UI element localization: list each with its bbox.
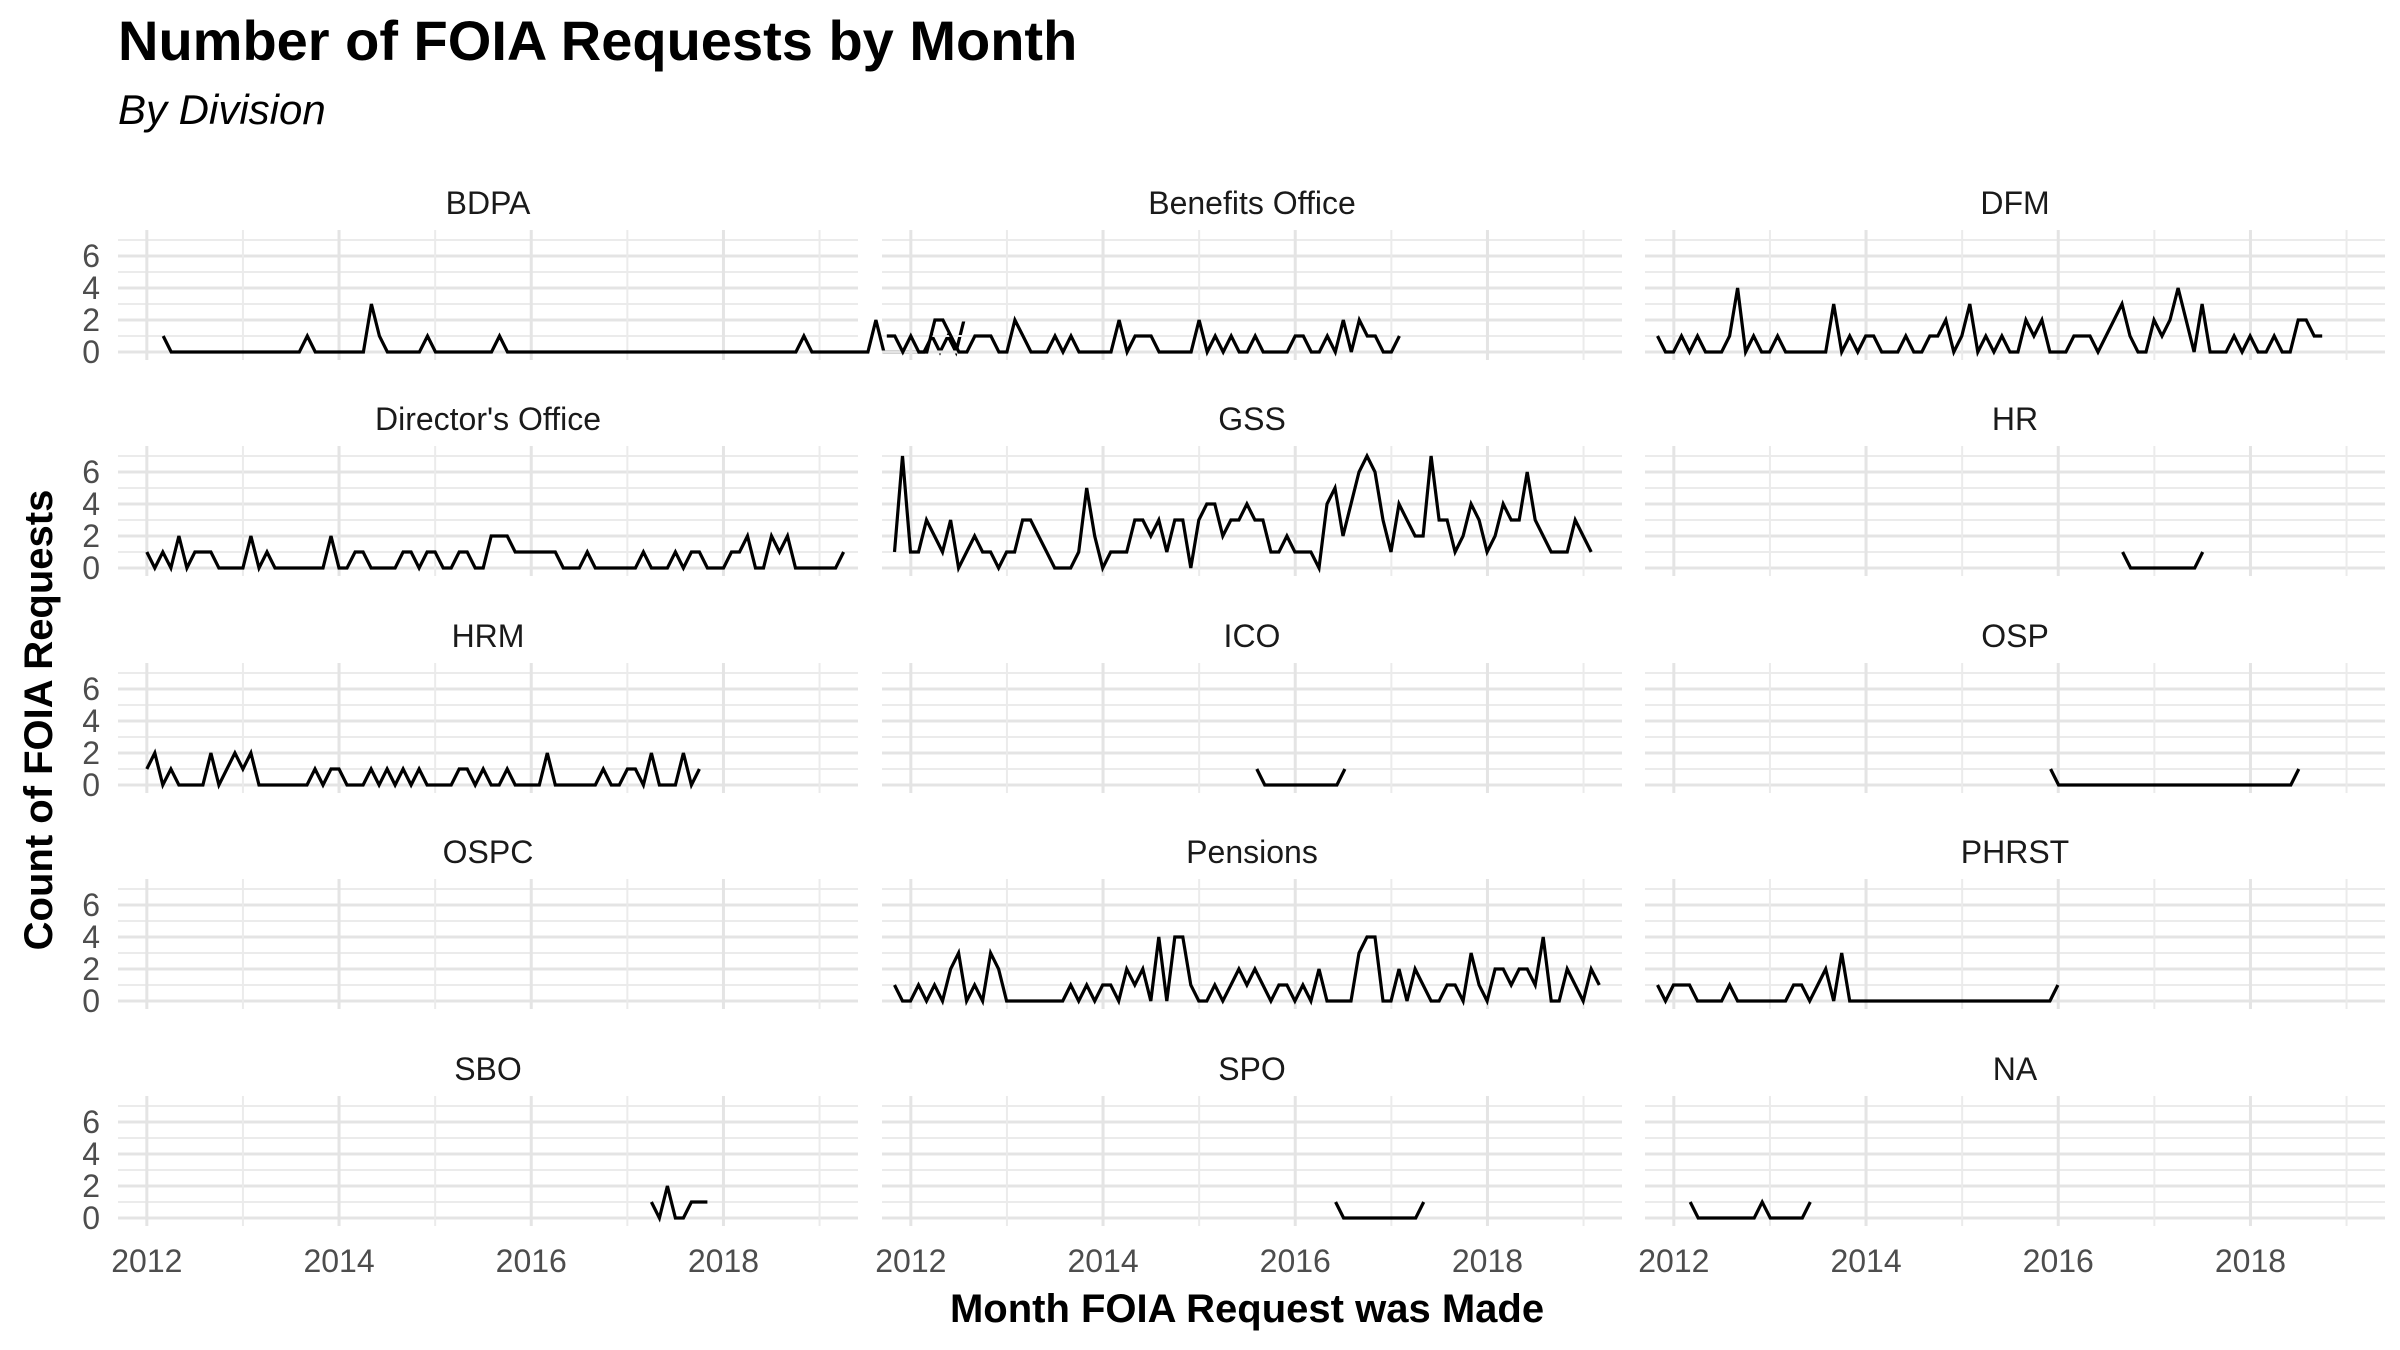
series-line-na — [1688, 1198, 1812, 1220]
y-tick-label: 2 — [82, 735, 100, 771]
x-axis-title: Month FOIA Request was Made — [950, 1287, 1544, 1331]
facet-gss: GSS — [882, 401, 1622, 576]
facet-dfm: DFM — [1645, 185, 2385, 360]
facet-strip-label: Benefits Office — [1148, 185, 1356, 221]
y-tick-label: 0 — [82, 983, 100, 1019]
y-tick-label: 0 — [82, 1200, 100, 1236]
series-line-ico — [1255, 768, 1347, 787]
facet-spo: SPO 2012 2014 2016 2018 — [875, 1051, 1622, 1279]
x-tick-label: 2012 — [111, 1243, 182, 1279]
facet-benefits-office: Benefits Office — [882, 185, 1622, 360]
facet-strip-label: HRM — [452, 618, 525, 654]
chart-title: Number of FOIA Requests by Month — [118, 9, 1078, 72]
x-tick-label: 2016 — [2023, 1243, 2094, 1279]
y-tick-label: 2 — [82, 951, 100, 987]
facet-strip-label: HR — [1992, 401, 2038, 437]
y-tick-label: 0 — [82, 550, 100, 586]
x-tick-label: 2018 — [1452, 1243, 1523, 1279]
y-tick-label: 2 — [82, 1168, 100, 1204]
y-tick-label: 0 — [82, 767, 100, 803]
x-tick-label: 2012 — [1638, 1243, 1709, 1279]
series-line-benefits-office — [886, 315, 1401, 357]
facet-strip-label: PHRST — [1961, 834, 2069, 870]
facet-strip-label: SBO — [454, 1051, 522, 1087]
y-tick-label: 6 — [82, 454, 100, 490]
facet-strip-label: DFM — [1980, 185, 2049, 221]
x-tick-label: 2014 — [1067, 1243, 1138, 1279]
series-line-pensions — [893, 935, 1601, 1007]
facet-phrst: PHRST — [1645, 834, 2385, 1009]
x-tick-label: 2014 — [303, 1243, 374, 1279]
facet-strip-label: GSS — [1218, 401, 1286, 437]
series-line-dfm — [1656, 287, 2323, 358]
facet-na: NA 2012 2014 2016 2018 — [1638, 1051, 2385, 1279]
facet-strip-label: Pensions — [1186, 834, 1318, 870]
x-tick-label: 2016 — [1260, 1243, 1331, 1279]
x-tick-label: 2014 — [1830, 1243, 1901, 1279]
y-tick-label: 6 — [82, 887, 100, 923]
facet-pensions: Pensions — [882, 834, 1622, 1009]
x-tick-label: 2012 — [875, 1243, 946, 1279]
facet-strip-label: Director's Office — [375, 401, 601, 437]
y-tick-label: 6 — [82, 671, 100, 707]
y-tick-label: 2 — [82, 302, 100, 338]
y-tick-label: 6 — [82, 238, 100, 274]
facet-osp: OSP — [1645, 618, 2385, 793]
facet-strip-label: OSPC — [443, 834, 534, 870]
facet-strip-label: OSP — [1981, 618, 2049, 654]
series-line-gss — [892, 452, 1593, 574]
facet-hr: HR — [1645, 401, 2385, 576]
series-line-hr — [2121, 551, 2205, 570]
series-line-hrm — [145, 748, 701, 790]
y-tick-label: 4 — [82, 486, 100, 522]
series-line-phrst — [1656, 952, 2060, 1005]
series-line-sbo — [649, 1185, 708, 1223]
series-line-osp — [2049, 768, 2301, 787]
series-line-spo — [1334, 1201, 1426, 1220]
facet-ico: ICO — [882, 618, 1622, 793]
series-line-director-s-office — [145, 531, 846, 573]
x-tick-label: 2016 — [496, 1243, 567, 1279]
y-tick-label: 6 — [82, 1104, 100, 1140]
facet-strip-label: ICO — [1224, 618, 1281, 654]
facet-strip-label: NA — [1993, 1051, 2038, 1087]
series-line-bdpa — [161, 303, 966, 357]
facet-strip-label: BDPA — [446, 185, 531, 221]
facet-strip-label: SPO — [1218, 1051, 1286, 1087]
x-tick-label: 2018 — [2215, 1243, 2286, 1279]
y-tick-label: 4 — [82, 1136, 100, 1172]
y-tick-label: 4 — [82, 270, 100, 306]
x-tick-label: 2018 — [688, 1243, 759, 1279]
y-axis-title: Count of FOIA Requests — [17, 490, 61, 951]
chart-subtitle: By Division — [118, 86, 326, 133]
y-tick-label: 0 — [82, 334, 100, 370]
y-tick-label: 4 — [82, 919, 100, 955]
y-tick-label: 2 — [82, 518, 100, 554]
y-tick-label: 4 — [82, 703, 100, 739]
